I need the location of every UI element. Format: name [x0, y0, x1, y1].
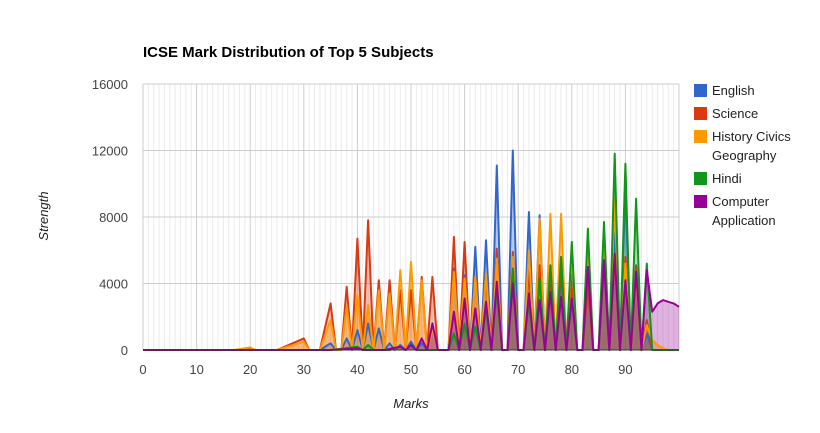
legend-label-computer-application: Computer [712, 194, 770, 209]
legend-label-history-civics-geography: Geography [712, 148, 777, 163]
x-tick-label: 90 [618, 362, 632, 377]
x-tick-label: 20 [243, 362, 257, 377]
legend-label-computer-application: Application [712, 213, 776, 228]
x-tick-label: 60 [457, 362, 471, 377]
x-tick-label: 40 [350, 362, 364, 377]
line-computer-application [143, 252, 680, 351]
y-axis-ticks: 0 4000 8000 12000 16000 [92, 77, 128, 358]
area-english [143, 150, 679, 350]
legend-label-english: English [712, 83, 755, 98]
x-tick-label: 0 [139, 362, 146, 377]
legend-swatch-science [694, 107, 707, 120]
x-axis-title: Marks [393, 396, 429, 411]
x-tick-label: 80 [565, 362, 579, 377]
area-science [143, 220, 679, 350]
legend: English Science History Civics Geography Hin… [694, 83, 791, 228]
x-tick-label: 70 [511, 362, 525, 377]
legend-swatch-computer-application [694, 195, 707, 208]
legend-swatch-history-civics-geography [694, 130, 707, 143]
x-tick-label: 10 [189, 362, 203, 377]
y-tick-label: 8000 [99, 210, 128, 225]
legend-swatch-hindi [694, 172, 707, 185]
x-tick-label: 30 [297, 362, 311, 377]
y-axis-title: Strength [36, 191, 51, 240]
y-tick-label: 12000 [92, 144, 128, 159]
x-tick-label: 50 [404, 362, 418, 377]
legend-label-science: Science [712, 106, 758, 121]
y-tick-label: 16000 [92, 77, 128, 92]
y-tick-label: 0 [121, 343, 128, 358]
chart-title: ICSE Mark Distribution of Top 5 Subjects [143, 44, 434, 61]
legend-label-hindi: Hindi [712, 171, 742, 186]
legend-label-history-civics-geography: History Civics [712, 129, 791, 144]
y-tick-label: 4000 [99, 277, 128, 292]
legend-swatch-english [694, 84, 707, 97]
x-axis-ticks: 0 10 20 30 40 50 60 70 80 90 [139, 362, 632, 377]
